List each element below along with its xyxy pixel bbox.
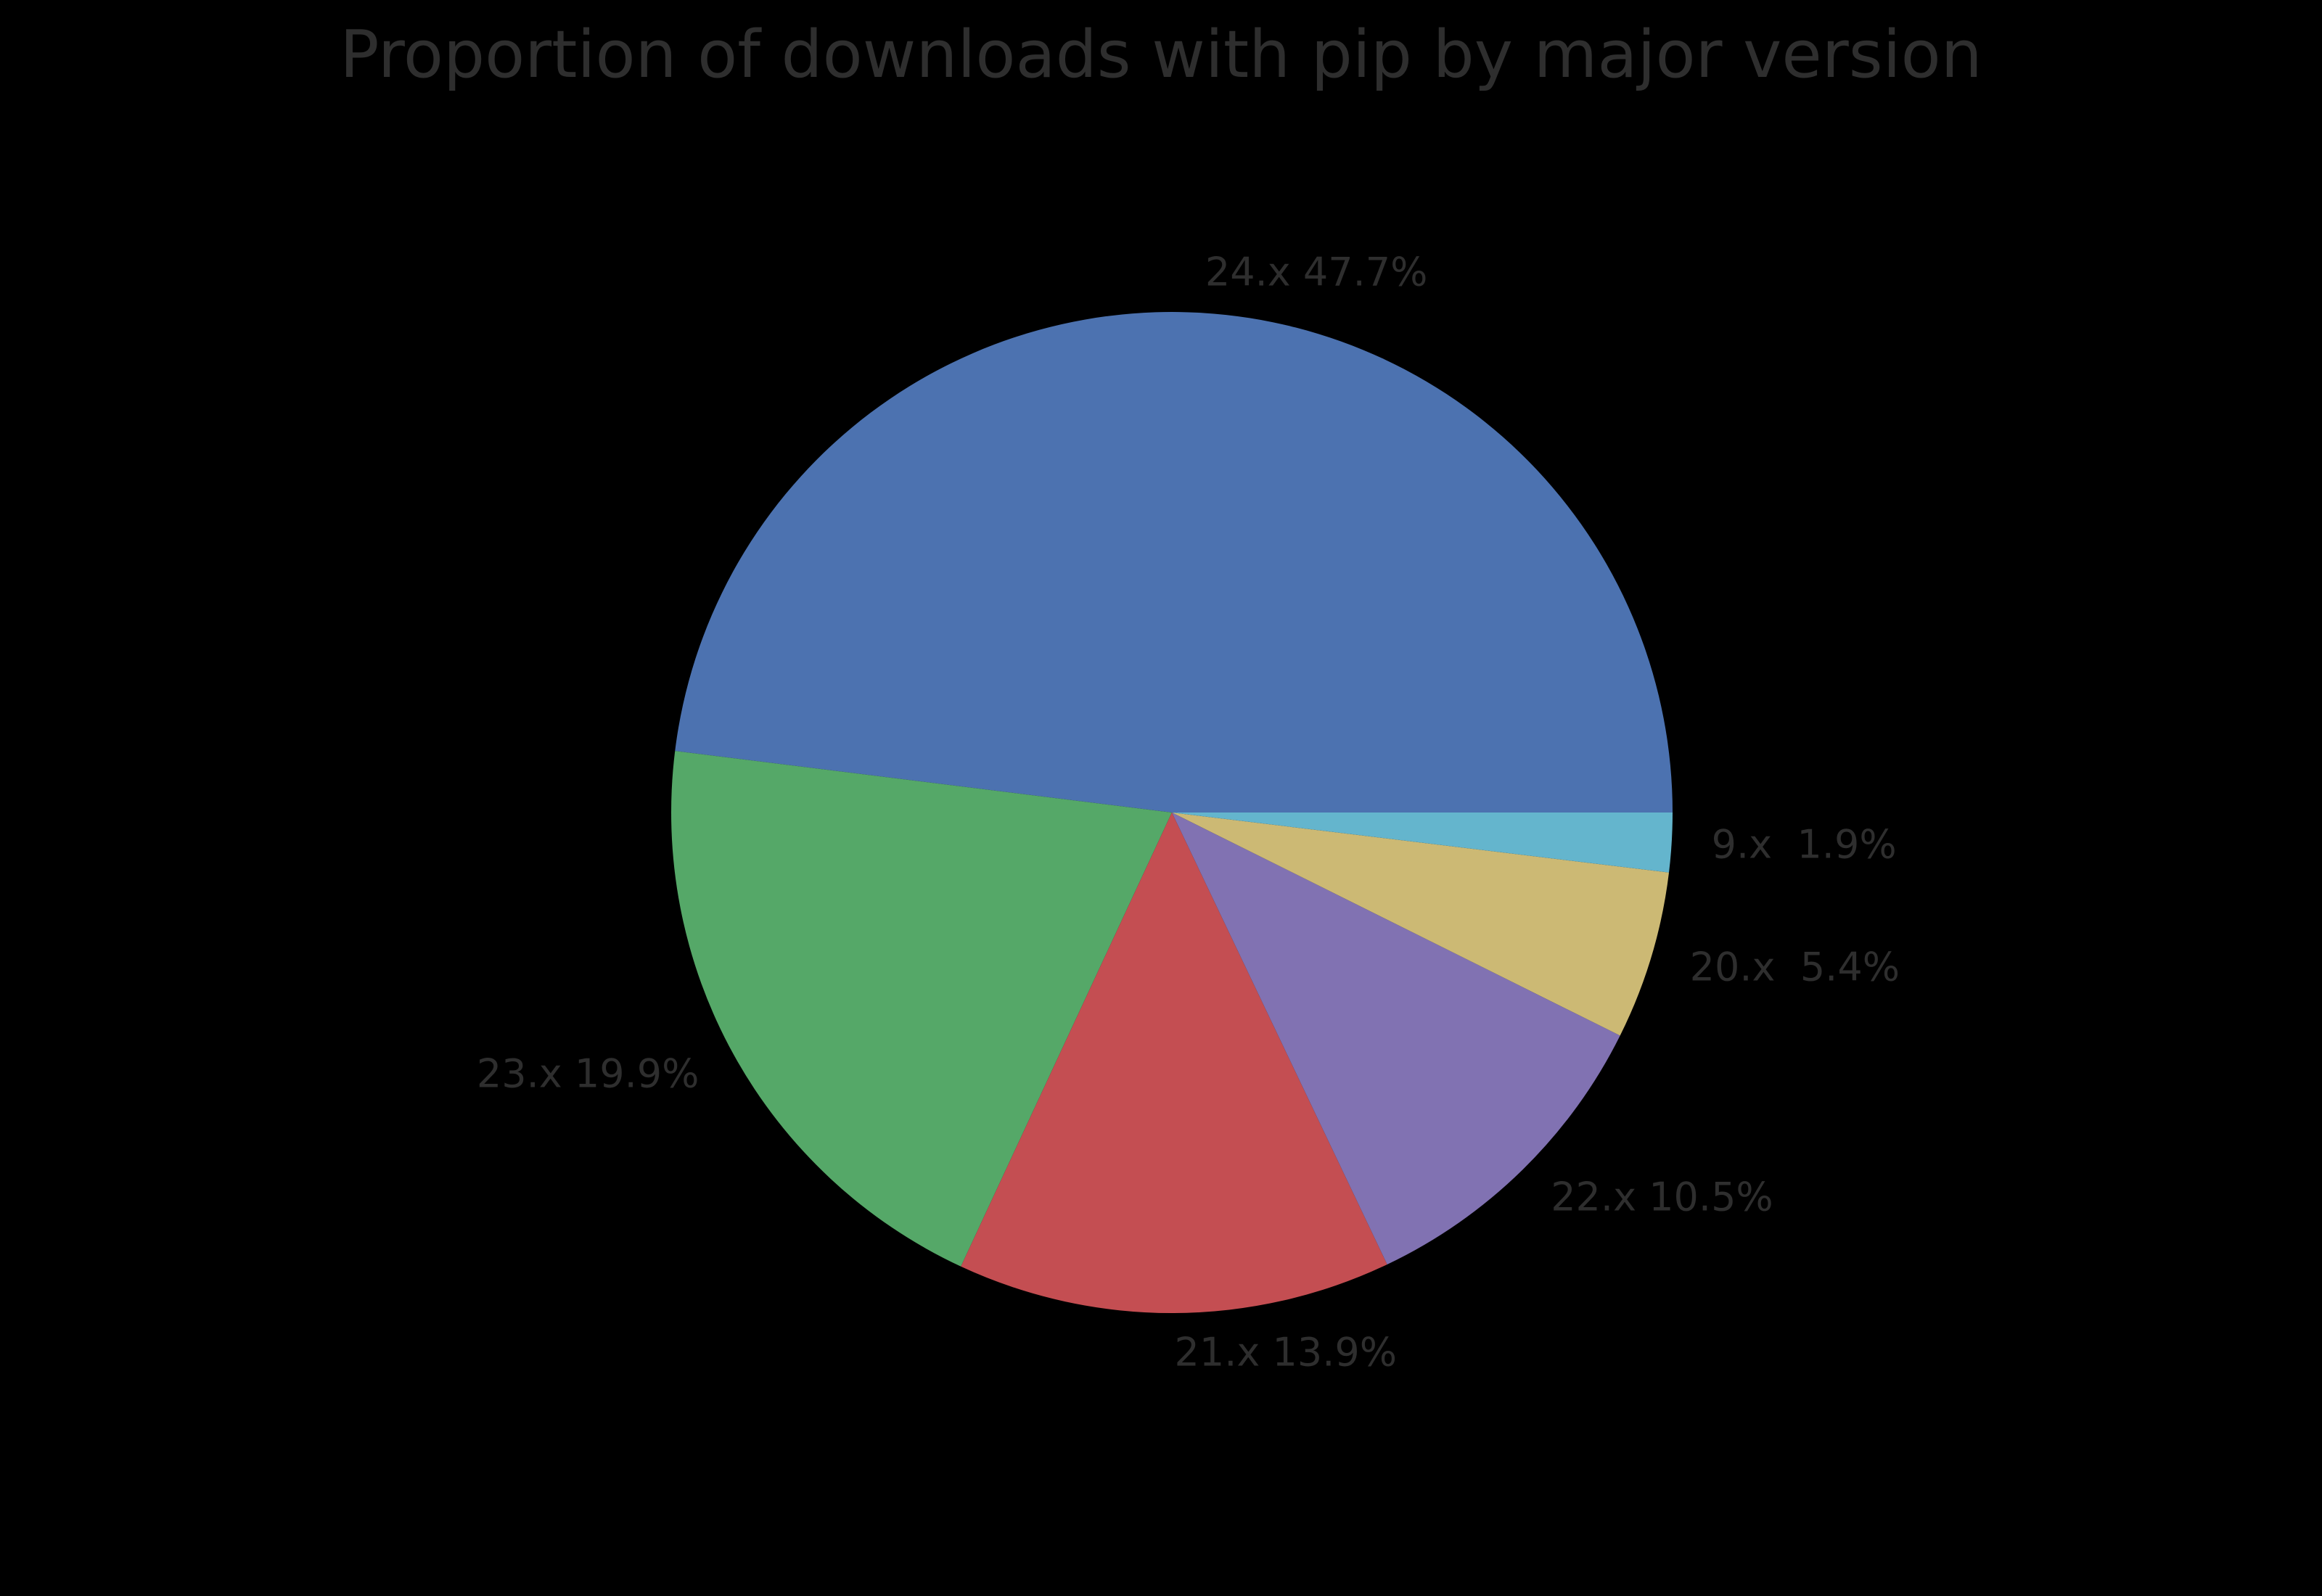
slice-label-20x: 20.x 5.4% — [1689, 944, 1900, 990]
pie-slice-9x — [1172, 813, 1673, 873]
slice-label-22x: 22.x 10.5% — [1551, 1174, 1773, 1220]
slice-label-24x: 24.x 47.7% — [1205, 250, 1428, 296]
slice-label-23x: 23.x 19.9% — [476, 1050, 700, 1097]
pie-slice-20x — [1172, 813, 1670, 1036]
slice-label-9x: 9.x 1.9% — [1711, 821, 1897, 868]
pie-slice-21x — [961, 813, 1387, 1314]
pie-slice-23x — [671, 751, 1172, 1267]
chart-title: Proportion of downloads with pip by majo… — [340, 17, 1982, 93]
pie-slice-24x — [675, 312, 1673, 813]
slice-label-21x: 21.x 13.9% — [1174, 1329, 1398, 1375]
pie-slice-22x — [1172, 813, 1620, 1264]
